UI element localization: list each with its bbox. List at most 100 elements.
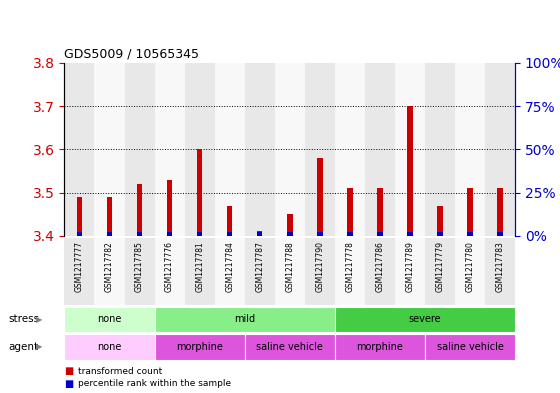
Text: saline vehicle: saline vehicle — [437, 342, 503, 352]
Bar — [335, 307, 515, 332]
Bar — [124, 63, 155, 236]
Text: GSM1217789: GSM1217789 — [405, 241, 414, 292]
Text: GSM1217779: GSM1217779 — [436, 241, 445, 292]
Bar — [455, 238, 485, 305]
Text: GSM1217784: GSM1217784 — [225, 241, 234, 292]
Bar — [155, 238, 185, 305]
Text: GSM1217777: GSM1217777 — [75, 241, 84, 292]
Bar — [425, 63, 455, 236]
Text: none: none — [97, 342, 122, 352]
Bar — [347, 232, 353, 236]
Text: GSM1217783: GSM1217783 — [496, 241, 505, 292]
Bar — [245, 63, 275, 236]
Bar — [275, 63, 305, 236]
Bar — [214, 238, 245, 305]
Bar — [425, 238, 455, 305]
Text: GSM1217781: GSM1217781 — [195, 241, 204, 292]
Text: GSM1217788: GSM1217788 — [285, 241, 295, 292]
Bar — [77, 197, 82, 236]
Bar — [95, 238, 124, 305]
Text: percentile rank within the sample: percentile rank within the sample — [78, 379, 231, 388]
Bar — [287, 232, 292, 236]
Bar — [437, 206, 443, 236]
Bar — [95, 63, 124, 236]
Bar — [257, 232, 263, 236]
Text: GSM1217782: GSM1217782 — [105, 241, 114, 292]
Bar — [107, 197, 112, 236]
Bar — [155, 334, 245, 360]
Bar — [377, 232, 382, 236]
Bar — [137, 232, 142, 236]
Bar — [407, 106, 413, 236]
Text: GSM1217780: GSM1217780 — [465, 241, 475, 292]
Bar — [124, 238, 155, 305]
Bar — [197, 232, 202, 236]
Text: ■: ■ — [64, 378, 74, 389]
Bar — [64, 238, 95, 305]
Bar — [107, 232, 112, 236]
Bar — [214, 63, 245, 236]
Bar — [64, 307, 155, 332]
Text: ■: ■ — [64, 366, 74, 376]
Bar — [155, 63, 185, 236]
Bar — [395, 63, 425, 236]
Bar — [305, 238, 335, 305]
Bar — [305, 63, 335, 236]
Text: GSM1217785: GSM1217785 — [135, 241, 144, 292]
Bar — [407, 232, 413, 236]
Bar — [497, 232, 503, 236]
Bar — [365, 238, 395, 305]
Bar — [497, 188, 503, 236]
Bar — [335, 63, 365, 236]
Bar — [137, 184, 142, 236]
Bar — [365, 63, 395, 236]
Bar — [245, 334, 335, 360]
Text: transformed count: transformed count — [78, 367, 162, 376]
Bar — [395, 238, 425, 305]
Text: GSM1217790: GSM1217790 — [315, 241, 324, 292]
Text: morphine: morphine — [176, 342, 223, 352]
Bar — [64, 63, 95, 236]
Text: morphine: morphine — [357, 342, 403, 352]
Bar — [317, 232, 323, 236]
Bar — [485, 238, 515, 305]
Bar — [317, 158, 323, 236]
Bar — [227, 206, 232, 236]
Bar — [197, 149, 202, 236]
Bar — [167, 180, 172, 236]
Text: GSM1217787: GSM1217787 — [255, 241, 264, 292]
Bar — [167, 232, 172, 236]
Bar — [227, 232, 232, 236]
Bar — [64, 334, 155, 360]
Text: none: none — [97, 314, 122, 324]
Bar — [77, 232, 82, 236]
Bar — [185, 238, 214, 305]
Bar — [335, 334, 425, 360]
Text: mild: mild — [234, 314, 255, 324]
Bar — [425, 334, 515, 360]
Text: stress: stress — [8, 314, 40, 324]
Bar — [245, 238, 275, 305]
Bar — [455, 63, 485, 236]
Bar — [468, 188, 473, 236]
Bar — [155, 307, 335, 332]
Bar — [468, 232, 473, 236]
Bar — [185, 63, 214, 236]
Text: ▶: ▶ — [36, 342, 43, 351]
Text: saline vehicle: saline vehicle — [256, 342, 323, 352]
Bar — [377, 188, 382, 236]
Bar — [485, 63, 515, 236]
Bar — [437, 232, 443, 236]
Bar — [275, 238, 305, 305]
Text: GSM1217778: GSM1217778 — [346, 241, 354, 292]
Bar — [335, 238, 365, 305]
Bar — [347, 188, 353, 236]
Text: GDS5009 / 10565345: GDS5009 / 10565345 — [64, 47, 199, 60]
Text: ▶: ▶ — [36, 315, 43, 324]
Text: agent: agent — [8, 342, 39, 352]
Text: severe: severe — [409, 314, 441, 324]
Bar — [287, 214, 292, 236]
Text: GSM1217786: GSM1217786 — [375, 241, 385, 292]
Bar — [257, 231, 263, 236]
Text: GSM1217776: GSM1217776 — [165, 241, 174, 292]
